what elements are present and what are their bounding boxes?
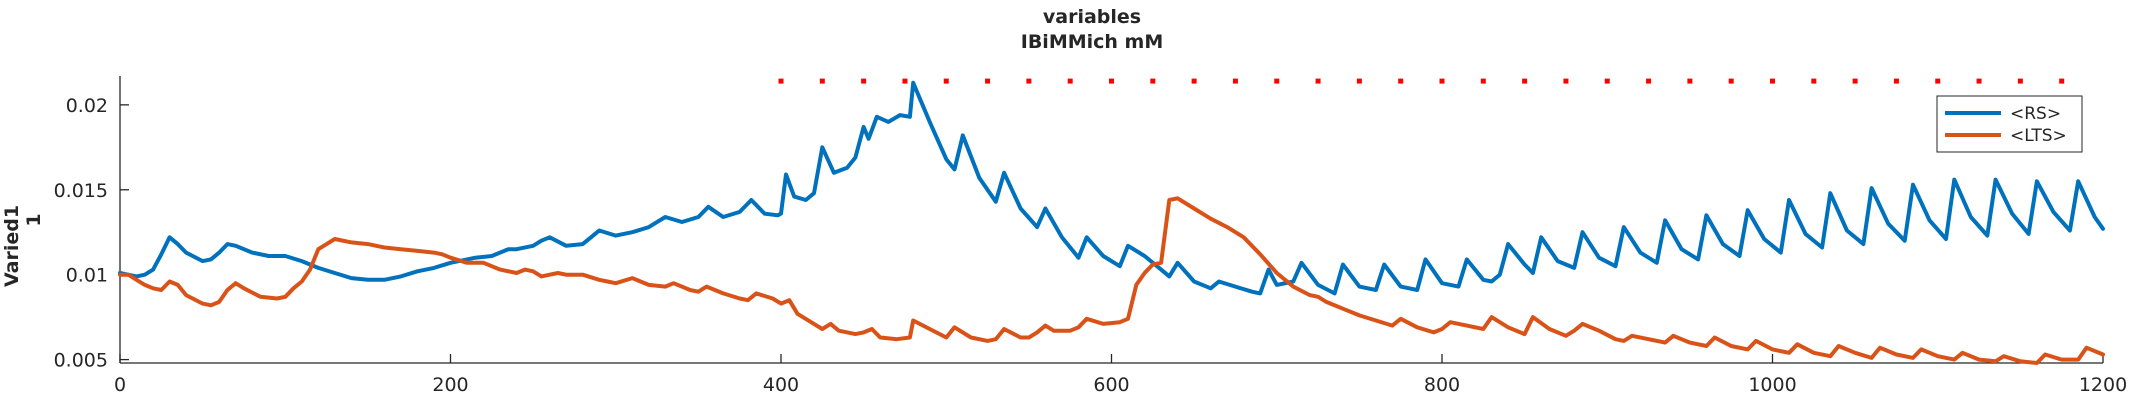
legend-label: <RS>	[2010, 104, 2061, 124]
stimulus-marker	[778, 78, 784, 84]
stimulus-marker	[1604, 78, 1610, 84]
chart-subtitle: IBiMMich mM	[1021, 31, 1164, 53]
x-tick-label: 1000	[1748, 374, 1796, 396]
x-tick-label: 1200	[2079, 374, 2127, 396]
stimulus-marker	[1893, 78, 1899, 84]
stimulus-marker	[1728, 78, 1734, 84]
stimulus-markers	[778, 78, 2065, 84]
y-tick-label: 0.01	[66, 265, 108, 287]
stimulus-marker	[1646, 78, 1652, 84]
chart-title: variables	[1043, 6, 1141, 28]
stimulus-marker	[1026, 78, 1032, 84]
stimulus-marker	[1976, 78, 1982, 84]
y-tick-label: 0.005	[54, 350, 108, 372]
stimulus-marker	[1770, 78, 1775, 84]
x-tick-label: 400	[763, 374, 799, 396]
y-tick-label: 0.015	[54, 180, 108, 202]
stimulus-marker	[1232, 78, 1238, 84]
legend: <RS><LTS>	[1936, 95, 2083, 153]
legend-box	[1936, 95, 2083, 153]
stimulus-marker	[2017, 78, 2023, 84]
axes: 0 200 400 600 800 1000 1200 0.005 0.01 0.015 0.02	[54, 76, 2127, 396]
stimulus-marker	[1398, 78, 1404, 84]
stimulus-marker	[1439, 78, 1445, 84]
x-tick-label: 800	[1424, 374, 1460, 396]
stimulus-marker	[1563, 78, 1569, 84]
stimulus-marker	[1191, 78, 1197, 84]
stimulus-marker	[1687, 78, 1693, 84]
stimulus-marker	[819, 78, 825, 84]
legend-label: <LTS>	[2010, 126, 2067, 146]
stimulus-marker	[1811, 78, 1817, 84]
stimulus-marker	[1274, 78, 1280, 84]
stimulus-marker	[1480, 78, 1486, 84]
stimulus-marker	[1935, 78, 1941, 84]
y-tick-label: 0.02	[66, 95, 108, 117]
y-axis-label-line1: Varied1	[1, 205, 23, 287]
stimulus-marker	[902, 78, 908, 84]
stimulus-marker	[1522, 78, 1528, 84]
stimulus-marker	[2059, 78, 2065, 84]
plot-lines	[118, 80, 2105, 365]
stimulus-marker	[861, 78, 867, 84]
stimulus-marker	[943, 78, 949, 84]
stimulus-marker	[1150, 78, 1156, 84]
y-axis-label-line2: 1	[23, 213, 45, 226]
stimulus-marker	[1315, 78, 1321, 84]
stimulus-marker	[1067, 78, 1073, 84]
x-tick-label: 0	[114, 374, 126, 396]
stimulus-marker	[985, 78, 991, 84]
x-tick-label: 600	[1093, 374, 1129, 396]
series-line-lts	[118, 196, 2105, 365]
stimulus-marker	[1852, 78, 1858, 84]
stimulus-marker	[1356, 78, 1362, 84]
stimulus-marker	[1109, 78, 1114, 84]
series-line-rs	[118, 80, 2105, 296]
x-tick-label: 200	[432, 374, 468, 396]
